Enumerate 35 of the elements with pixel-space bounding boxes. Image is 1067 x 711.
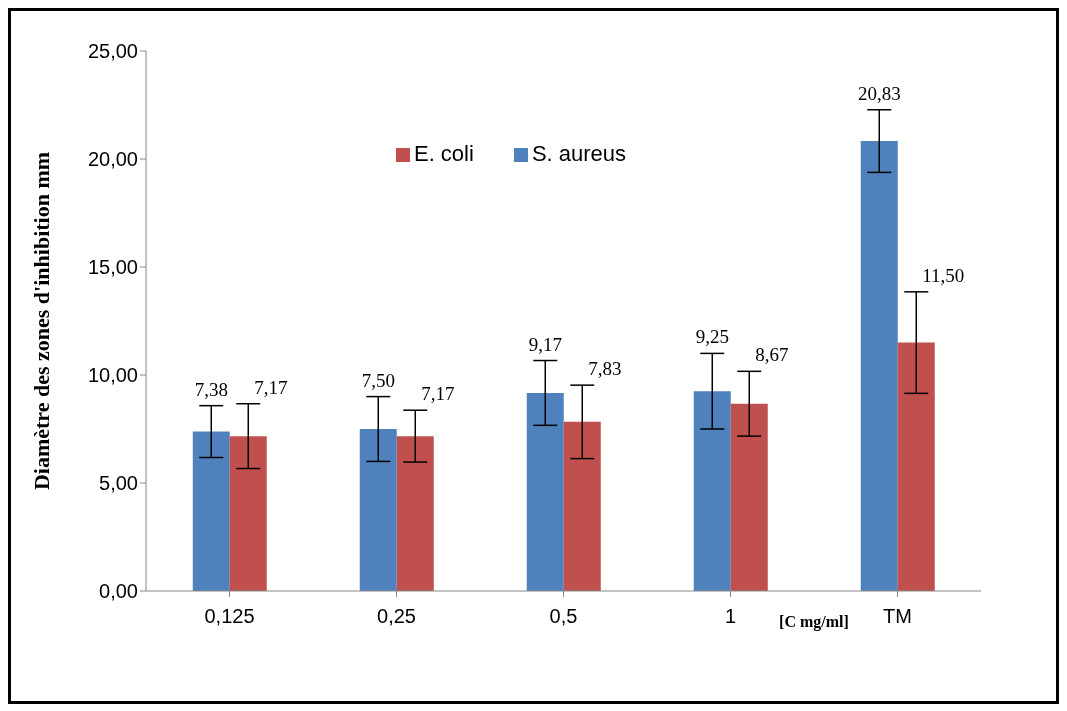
data-label: 7,17 (254, 376, 288, 398)
bar (897, 342, 935, 591)
data-label: 8,67 (755, 344, 789, 366)
y-tick-label: 0,00 (99, 580, 138, 603)
data-label: 20,83 (857, 82, 901, 104)
bar (359, 429, 397, 591)
bar (526, 392, 564, 591)
data-label: 7,17 (421, 383, 455, 405)
legend-label: E. coli (413, 141, 474, 166)
x-tick-label: TM (883, 605, 912, 628)
legend-label: S. aureus (531, 141, 627, 166)
data-label: 9,25 (695, 326, 729, 348)
data-label: 7,38 (194, 378, 228, 400)
bar (860, 141, 898, 591)
data-label: 9,17 (528, 333, 562, 355)
x-axis-title: [C mg/ml] (779, 613, 849, 631)
bar (192, 431, 230, 591)
data-label: 7,50 (361, 369, 395, 391)
y-tick-label: 15,00 (87, 256, 138, 279)
y-tick-label: 5,00 (99, 472, 138, 495)
x-tick-label: 1 (724, 605, 737, 628)
y-tick-label: 20,00 (87, 148, 138, 171)
x-tick-label: 0,5 (549, 605, 578, 628)
bar (563, 421, 601, 591)
bar (229, 436, 267, 591)
data-label: 7,83 (588, 358, 622, 380)
bar (730, 403, 768, 591)
bar (396, 436, 434, 591)
bar (693, 391, 731, 591)
y-tick-label: 10,00 (87, 364, 138, 387)
y-axis-title: Diamètre des zones d'inhibition mm (28, 151, 54, 491)
x-tick-label: 0,125 (204, 605, 255, 628)
x-tick-label: 0,25 (377, 605, 416, 628)
y-tick-label: 25,00 (87, 40, 138, 63)
data-label: 11,50 (922, 264, 965, 286)
